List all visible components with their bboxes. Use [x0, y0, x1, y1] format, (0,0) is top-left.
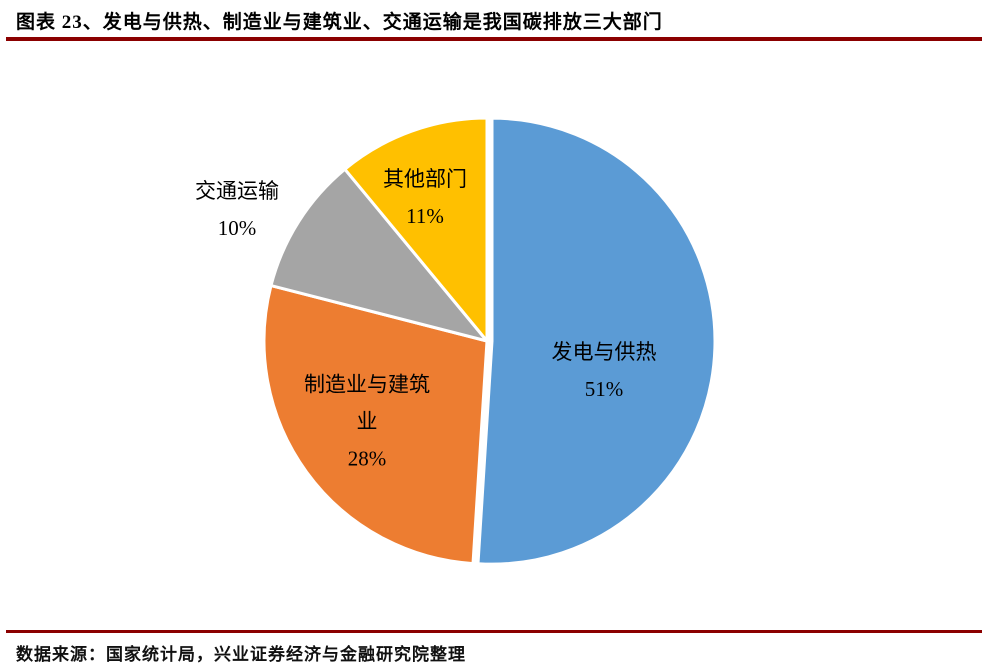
pie-slice-3: [269, 167, 489, 343]
pie-chart: 发电与供热 51% 制造业与建筑业 28% 交通运输 10% 其他部门 11%: [0, 44, 988, 628]
footer-rule: [6, 630, 982, 633]
pie-svg: [262, 116, 717, 566]
pie-slice-2: [262, 284, 489, 566]
data-source: 数据来源：国家统计局，兴业证券经济与金融研究院整理: [16, 645, 466, 664]
title-rule: [6, 37, 982, 41]
figure-title: 图表 23、发电与供热、制造业与建筑业、交通运输是我国碳排放三大部门: [16, 12, 663, 33]
pie-slice-4: [343, 116, 489, 343]
pie-slice-1: [476, 116, 717, 566]
